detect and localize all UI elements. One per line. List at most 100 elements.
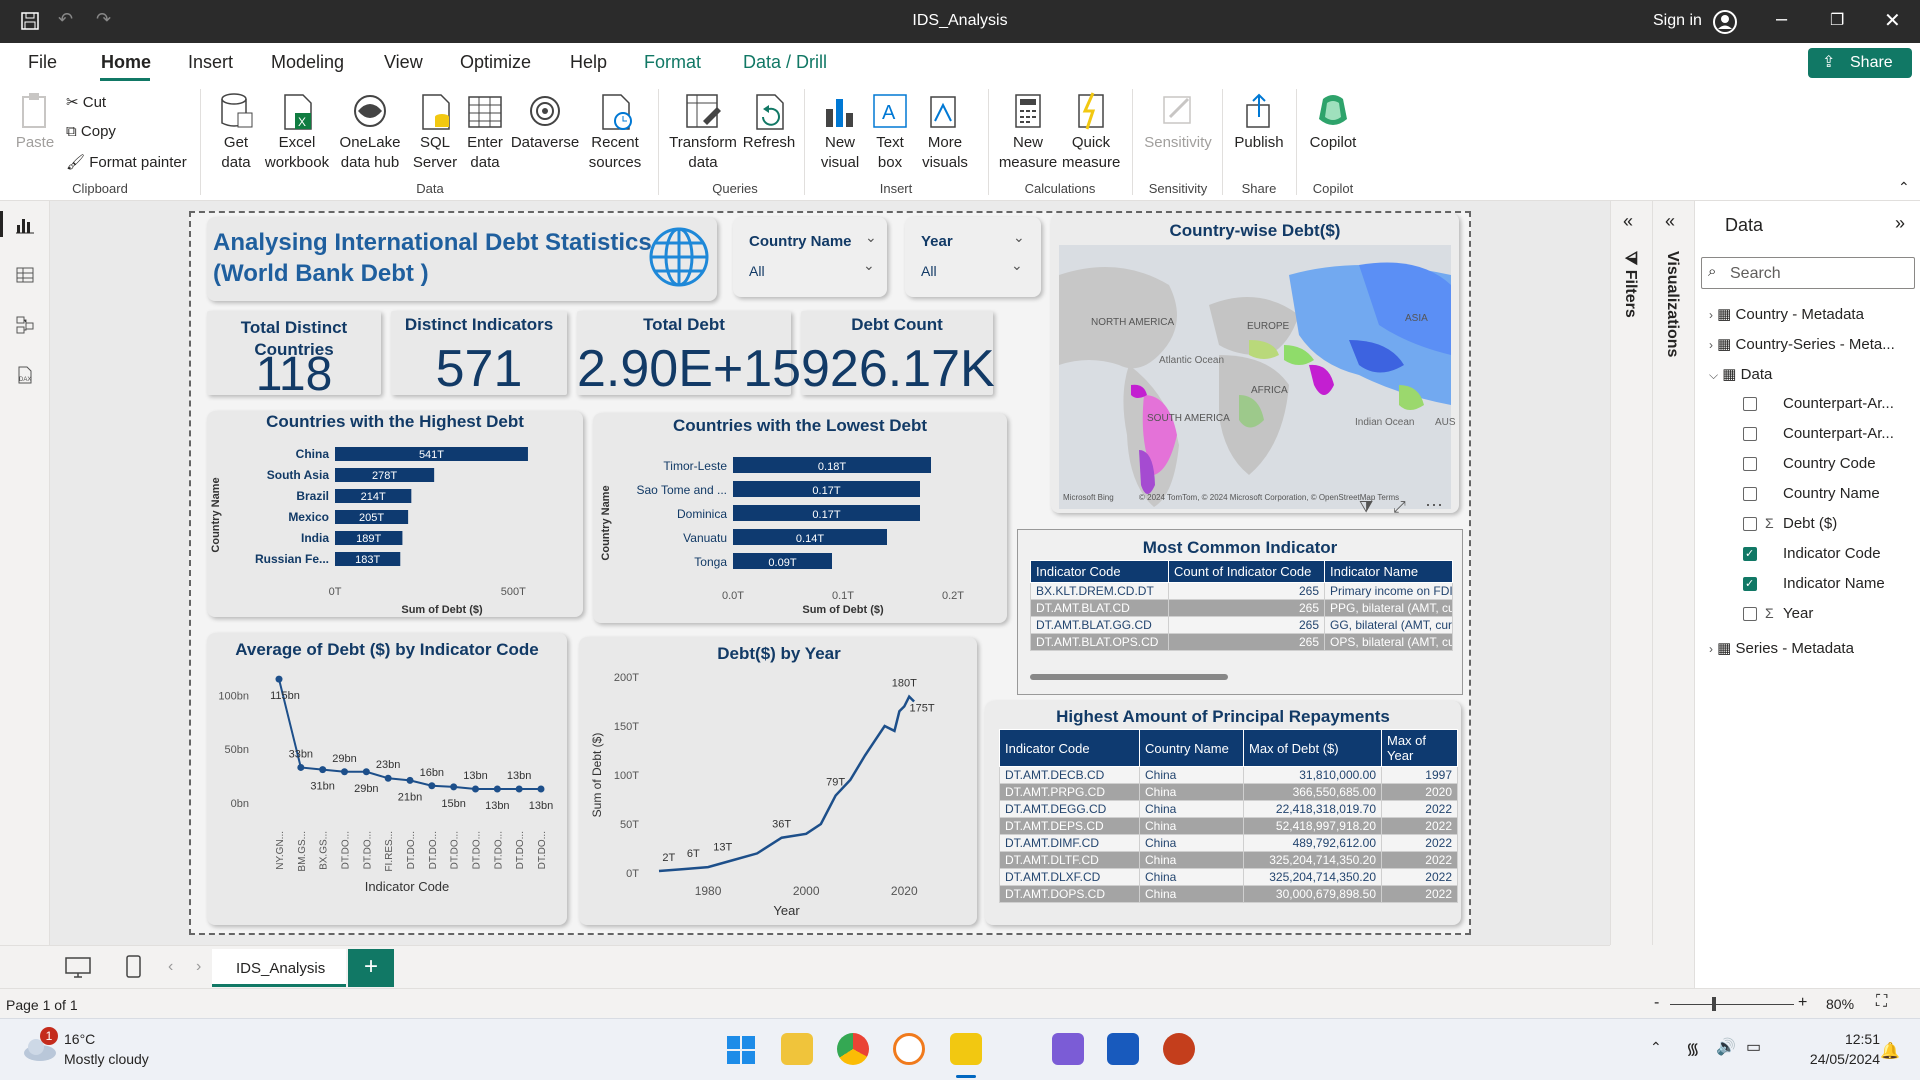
undo-icon[interactable]: ↶ bbox=[58, 9, 74, 29]
page-tab-ids-analysis[interactable]: IDS_Analysis bbox=[212, 949, 346, 987]
filters-label[interactable]: ⧩ Filters bbox=[1621, 251, 1639, 318]
slicer-country-name[interactable]: Country Name ⌄ All ⌄ bbox=[733, 217, 887, 297]
chevron-down-icon[interactable]: ⌄ bbox=[863, 257, 875, 273]
battery-icon[interactable]: ▭ bbox=[1746, 1039, 1762, 1056]
repayments-table[interactable]: Indicator Code Country Name Max of Debt ($… bbox=[999, 729, 1458, 903]
zoom-level[interactable]: 80% bbox=[1826, 996, 1855, 1012]
restore-icon[interactable]: ❐ bbox=[1830, 12, 1845, 29]
column-header[interactable]: Country Name bbox=[1139, 729, 1244, 767]
more-options-icon[interactable]: ⋯ bbox=[1425, 495, 1443, 515]
field-item[interactable]: Σ Year bbox=[1743, 605, 1913, 625]
table-row[interactable]: DT.AMT.BLAT.GG.CD 265 GG, bilateral (AMT, … bbox=[1030, 616, 1453, 634]
table-row[interactable]: DT.AMT.DLXF.CD China 325,204,714,350.20 202… bbox=[999, 868, 1458, 886]
next-page-icon[interactable]: › bbox=[196, 958, 202, 975]
dax-query-view-icon[interactable]: DAX bbox=[15, 365, 35, 385]
windows-start-icon[interactable] bbox=[726, 1035, 756, 1065]
report-view-icon[interactable] bbox=[15, 215, 35, 235]
table-row[interactable]: DT.AMT.DOPS.CD China 30,000,679,898.50 2022 bbox=[999, 885, 1458, 903]
field-table-series-metadata[interactable]: › ▦ Series - Metadata bbox=[1709, 639, 1854, 657]
table-row[interactable]: DT.AMT.PRPG.CD China 366,550,685.00 2020 bbox=[999, 783, 1458, 801]
expand-filters-icon[interactable]: « bbox=[1623, 211, 1634, 231]
app-icon[interactable] bbox=[893, 1033, 925, 1065]
refresh-button[interactable]: Refresh bbox=[740, 91, 798, 153]
table-row[interactable]: DT.AMT.DLTF.CD China 325,204,714,350.20 202… bbox=[999, 851, 1458, 869]
cloud-icon[interactable] bbox=[22, 1033, 58, 1063]
text-box-button[interactable]: A Text box bbox=[866, 91, 914, 173]
redo-icon[interactable]: ↷ bbox=[96, 9, 112, 29]
minimize-icon[interactable]: – bbox=[1776, 8, 1788, 30]
fit-to-page-icon[interactable]: ⛶ bbox=[1876, 993, 1888, 1010]
field-checkbox[interactable] bbox=[1743, 517, 1757, 531]
mobile-layout-icon[interactable] bbox=[124, 954, 144, 980]
new-visual-button[interactable]: New visual bbox=[814, 91, 866, 173]
chevron-down-icon[interactable]: ⌄ bbox=[865, 229, 877, 245]
menu-insert[interactable]: Insert bbox=[188, 52, 234, 72]
chart-debt-by-year[interactable]: Debt($) by Year 200T 150T 100T 50T 0T 1980 2000… bbox=[579, 637, 977, 925]
excel-workbook-button[interactable]: X Excel workbook bbox=[262, 91, 332, 173]
zoom-slider[interactable] bbox=[1670, 1004, 1794, 1005]
copilot-button[interactable]: Copilot bbox=[1304, 91, 1362, 153]
focus-mode-icon[interactable]: ⤢ bbox=[1393, 499, 1406, 516]
visualizations-pane-collapsed[interactable]: « Visualizations bbox=[1652, 201, 1694, 945]
table-row[interactable]: DT.AMT.DEPS.CD China 52,418,997,918.20 2022 bbox=[999, 817, 1458, 835]
menu-format[interactable]: Format bbox=[644, 52, 702, 72]
column-header[interactable]: Indicator Code bbox=[999, 729, 1140, 767]
menu-file[interactable]: File bbox=[28, 52, 58, 72]
prev-page-icon[interactable]: ‹ bbox=[168, 958, 174, 975]
column-header[interactable]: Count of Indicator Code bbox=[1168, 560, 1325, 583]
enter-data-button[interactable]: Enter data bbox=[462, 91, 508, 173]
speaker-icon[interactable]: 🔊 bbox=[1716, 1039, 1736, 1056]
field-item[interactable]: Σ Debt ($) bbox=[1743, 515, 1913, 535]
recent-sources-button[interactable]: Recent sources bbox=[584, 91, 646, 173]
menu-modeling[interactable]: Modeling bbox=[271, 52, 345, 72]
quick-measure-button[interactable]: Quick measure bbox=[1062, 91, 1120, 173]
most-common-indicator-visual[interactable]: Most Common Indicator Indicator Code Coun… bbox=[1017, 529, 1463, 695]
cut-button[interactable]: ✂ Cut bbox=[66, 93, 106, 111]
share-button[interactable]: Share ⇪ bbox=[1808, 48, 1912, 78]
menu-help[interactable]: Help bbox=[570, 52, 608, 72]
slicer-year[interactable]: Year ⌄ All ⌄ bbox=[905, 217, 1041, 297]
clock-time[interactable]: 12:51 bbox=[1844, 1031, 1880, 1047]
field-table-data[interactable]: ⌵ ▦ Data bbox=[1709, 365, 1772, 383]
chevron-right-icon[interactable]: › bbox=[1709, 338, 1713, 352]
dataverse-button[interactable]: Dataverse bbox=[508, 91, 582, 153]
table-row[interactable]: BX.KLT.DREM.CD.DT 265 Primary income on FD… bbox=[1030, 582, 1453, 600]
repayments-visual[interactable]: Highest Amount of Principal Repayments I… bbox=[985, 701, 1461, 925]
menu-optimize[interactable]: Optimize bbox=[460, 52, 532, 72]
zoom-out-icon[interactable]: - bbox=[1654, 994, 1660, 1011]
sign-in-link[interactable]: Sign in bbox=[1653, 12, 1702, 29]
menu-view[interactable]: View bbox=[384, 52, 423, 72]
clipchamp-icon[interactable] bbox=[1052, 1033, 1084, 1065]
get-data-button[interactable]: Get data bbox=[210, 91, 262, 173]
map-visual[interactable]: Country-wise Debt($) NORTH AMERICA EUROP… bbox=[1051, 213, 1459, 513]
horizontal-scrollbar[interactable] bbox=[1030, 674, 1228, 680]
clock-date[interactable]: 24/05/2024 bbox=[1809, 1051, 1880, 1067]
copy-button[interactable]: ⧉ Copy bbox=[66, 123, 116, 140]
table-row[interactable]: DT.AMT.DECB.CD China 31,810,000.00 1997 bbox=[999, 766, 1458, 784]
slicer-country-value[interactable]: All bbox=[749, 263, 765, 279]
table-view-icon[interactable] bbox=[15, 265, 35, 285]
field-checkbox[interactable] bbox=[1743, 397, 1757, 411]
account-icon[interactable] bbox=[1712, 9, 1738, 35]
filter-icon[interactable]: ⧩ bbox=[1359, 499, 1374, 516]
desktop-layout-icon[interactable] bbox=[64, 956, 92, 980]
column-header[interactable]: Max of Year bbox=[1381, 729, 1458, 767]
field-item[interactable]: Country Code bbox=[1743, 455, 1913, 475]
close-icon[interactable]: ✕ bbox=[1884, 10, 1901, 32]
chrome-icon[interactable] bbox=[837, 1033, 869, 1065]
table-row[interactable]: DT.AMT.DEGG.CD China 22,418,318,019.70 2022 bbox=[999, 800, 1458, 818]
table-row[interactable]: DT.AMT.DIMF.CD China 489,792,612.00 2022 bbox=[999, 834, 1458, 852]
column-header[interactable]: Indicator Code bbox=[1030, 560, 1169, 583]
filters-pane-collapsed[interactable]: « ⧩ Filters bbox=[1610, 201, 1652, 945]
field-item[interactable]: ✓ Indicator Name bbox=[1743, 575, 1913, 595]
new-measure-button[interactable]: New measure bbox=[996, 91, 1060, 173]
visualizations-label[interactable]: Visualizations bbox=[1664, 251, 1681, 358]
column-header[interactable]: Indicator Name bbox=[1324, 560, 1453, 583]
model-view-icon[interactable] bbox=[15, 315, 35, 335]
add-page-button[interactable]: + bbox=[348, 949, 394, 987]
word-icon[interactable] bbox=[1107, 1033, 1139, 1065]
onelake-button[interactable]: OneLake data hub bbox=[332, 91, 408, 173]
field-checkbox[interactable] bbox=[1743, 427, 1757, 441]
slicer-year-value[interactable]: All bbox=[921, 263, 937, 279]
